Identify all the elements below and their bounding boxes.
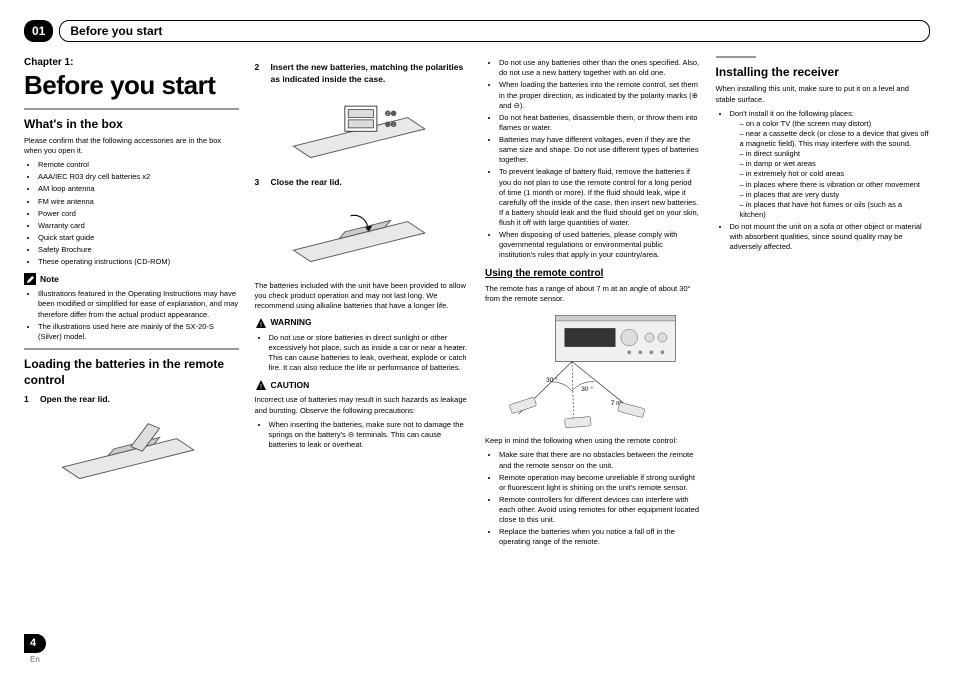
install-sublist: – on a color TV (the screen may distort)… <box>730 119 931 220</box>
install-bullet-1: Don't install it on the following places… <box>730 109 854 118</box>
column-2: 2 Insert the new batteries, matching the… <box>255 56 470 553</box>
chapter-label: Chapter 1: <box>24 56 239 70</box>
pencil-icon <box>24 273 36 285</box>
list-item: Power cord <box>38 209 239 219</box>
step-3: 3 Close the rear lid. <box>255 177 470 188</box>
column-4: Installing the receiver When installing … <box>716 56 931 553</box>
remote-intro: The remote has a range of about 7 m at a… <box>485 284 700 304</box>
step-text: Insert the new batteries, matching the p… <box>271 62 470 85</box>
list-item: Do not mount the unit on a sofa or other… <box>730 222 931 252</box>
list-item: When inserting the batteries, make sure … <box>269 420 470 450</box>
sublist-item: – on a color TV (the screen may distort) <box>740 119 931 129</box>
divider <box>24 348 239 350</box>
box-contents-list: Remote control AAA/IEC R03 dry cell batt… <box>24 160 239 267</box>
sublist-item: – in extremely hot or cold areas <box>740 169 931 179</box>
list-item: Do not use any batteries other than the … <box>499 58 700 78</box>
list-item: Safety Brochure <box>38 245 239 255</box>
svg-text:30 °: 30 ° <box>546 376 558 384</box>
notes-list: Illustrations featured in the Operating … <box>24 289 239 342</box>
page-footer: 4 En <box>24 634 46 666</box>
page-header: 01 Before you start <box>24 20 930 42</box>
list-item: Do not heat batteries, disassemble them,… <box>499 113 700 133</box>
list-item: Illustrations featured in the Operating … <box>38 289 239 319</box>
list-item: To prevent leakage of battery fluid, rem… <box>499 167 700 228</box>
list-item: When loading the batteries into the remo… <box>499 80 700 110</box>
sublist-item: – near a cassette deck (or close to a de… <box>740 129 931 149</box>
list-item: AAA/IEC R03 dry cell batteries x2 <box>38 172 239 182</box>
sublist-item: – in places that are very dusty <box>740 190 931 200</box>
list-item: These operating instructions (CD-ROM) <box>38 257 239 267</box>
note-label: Note <box>40 274 59 285</box>
page-number: 4 <box>24 634 46 653</box>
illustration-insert-batteries: ⊖⊕ ⊕⊖ <box>255 89 470 169</box>
note-heading: Note <box>24 273 239 285</box>
keep-in-mind-list: Make sure that there are no obstacles be… <box>485 450 700 547</box>
illustration-remote-range: 30 ° 30 ° 7 m <box>485 308 700 428</box>
list-item: Remote controllers for different devices… <box>499 495 700 525</box>
caution-heading: ! CAUTION <box>255 379 470 391</box>
divider <box>24 108 239 110</box>
step-number: 3 <box>255 177 263 188</box>
batteries-note: The batteries included with the unit hav… <box>255 281 470 311</box>
svg-text:⊖⊕: ⊖⊕ <box>385 110 397 117</box>
list-item: Replace the batteries when you notice a … <box>499 527 700 547</box>
warning-list: Do not use or store batteries in direct … <box>255 333 470 374</box>
running-title: Before you start <box>59 20 930 42</box>
sublist-item: – in direct sunlight <box>740 149 931 159</box>
caution-list-cont: Do not use any batteries other than the … <box>485 58 700 260</box>
list-item: Batteries may have different voltages, e… <box>499 135 700 165</box>
list-item: Make sure that there are no obstacles be… <box>499 450 700 470</box>
caution-list: When inserting the batteries, make sure … <box>255 420 470 450</box>
column-3: Do not use any batteries other than the … <box>485 56 700 553</box>
list-item: Remote operation may become unreliable i… <box>499 473 700 493</box>
svg-text:!: ! <box>260 384 262 391</box>
step-number: 1 <box>24 394 32 405</box>
list-item: When disposing of used batteries, please… <box>499 230 700 260</box>
caution-intro: Incorrect use of batteries may result in… <box>255 395 470 415</box>
list-item: Warranty card <box>38 221 239 231</box>
section-heading-remote: Using the remote control <box>485 267 700 281</box>
language-label: En <box>24 655 46 666</box>
svg-text:⊕⊖: ⊕⊖ <box>385 122 397 129</box>
section-heading-box: What's in the box <box>24 116 239 132</box>
list-item: FM wire antenna <box>38 197 239 207</box>
warning-label: WARNING <box>271 317 312 328</box>
list-item: Quick start guide <box>38 233 239 243</box>
divider-short <box>716 56 756 58</box>
keep-in-mind: Keep in mind the following when using th… <box>485 436 700 446</box>
list-item: Don't install it on the following places… <box>730 109 931 220</box>
list-item: Remote control <box>38 160 239 170</box>
step-number: 2 <box>255 62 263 85</box>
section-heading-loading: Loading the batteries in the remote cont… <box>24 356 239 388</box>
install-intro: When installing this unit, make sure to … <box>716 84 931 104</box>
svg-text:!: ! <box>260 322 262 329</box>
warning-icon: ! <box>255 317 267 329</box>
column-1: Chapter 1: Before you start What's in th… <box>24 56 239 553</box>
illustration-close-lid <box>255 193 470 273</box>
step-2: 2 Insert the new batteries, matching the… <box>255 62 470 85</box>
content-columns: Chapter 1: Before you start What's in th… <box>24 56 930 553</box>
caution-icon: ! <box>255 379 267 391</box>
step-text: Open the rear lid. <box>40 394 110 405</box>
sublist-item: – in damp or wet areas <box>740 159 931 169</box>
chapter-title: Before you start <box>24 72 239 98</box>
section-heading-install: Installing the receiver <box>716 64 931 80</box>
chapter-number-badge: 01 <box>24 20 53 42</box>
list-item: AM loop antenna <box>38 184 239 194</box>
step-text: Close the rear lid. <box>271 177 342 188</box>
list-item: The illustrations used here are mainly o… <box>38 322 239 342</box>
box-intro: Please confirm that the following access… <box>24 136 239 156</box>
list-item: Do not use or store batteries in direct … <box>269 333 470 374</box>
sublist-item: – in places where there is vibration or … <box>740 180 931 190</box>
svg-text:30 °: 30 ° <box>581 385 593 393</box>
warning-heading: ! WARNING <box>255 317 470 329</box>
sublist-item: – in places that have hot fumes or oils … <box>740 200 931 220</box>
caution-label: CAUTION <box>271 380 310 391</box>
step-1: 1 Open the rear lid. <box>24 394 239 405</box>
illustration-open-lid <box>24 410 239 490</box>
install-list: Don't install it on the following places… <box>716 109 931 253</box>
